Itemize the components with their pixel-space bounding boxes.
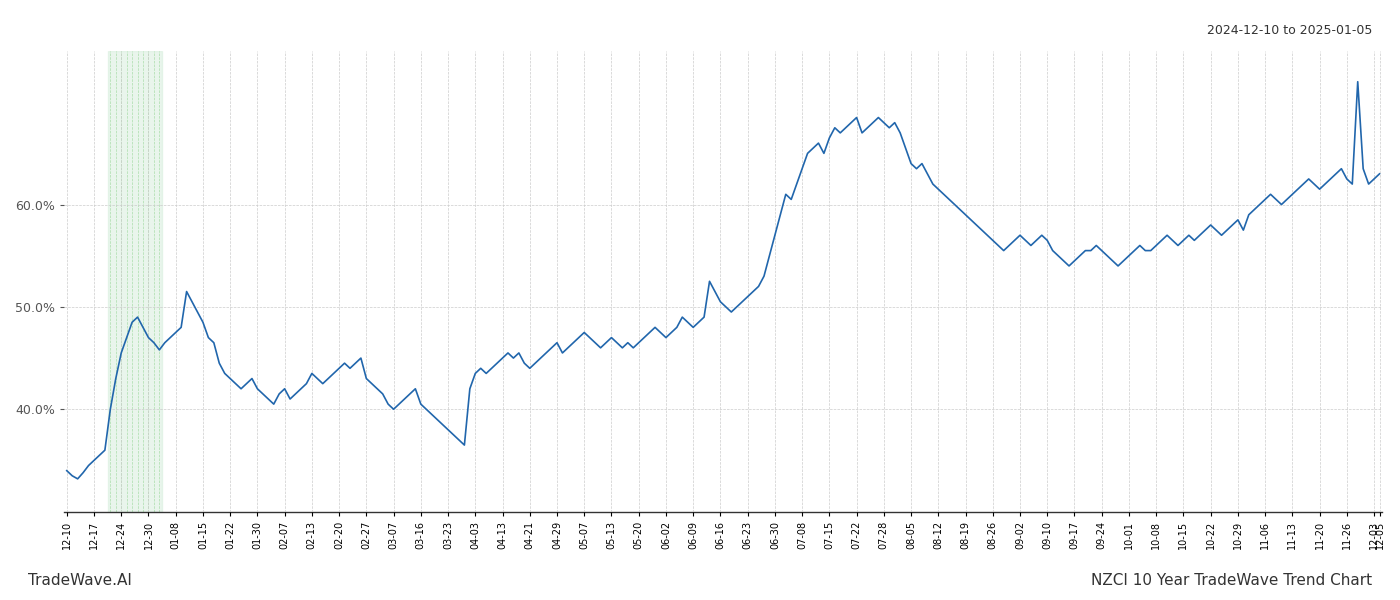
Bar (108, 51, 162, 512)
Text: TradeWave.AI: TradeWave.AI (28, 573, 132, 588)
Text: NZCI 10 Year TradeWave Trend Chart: NZCI 10 Year TradeWave Trend Chart (1091, 573, 1372, 588)
Text: 2024-12-10 to 2025-01-05: 2024-12-10 to 2025-01-05 (1207, 24, 1372, 37)
